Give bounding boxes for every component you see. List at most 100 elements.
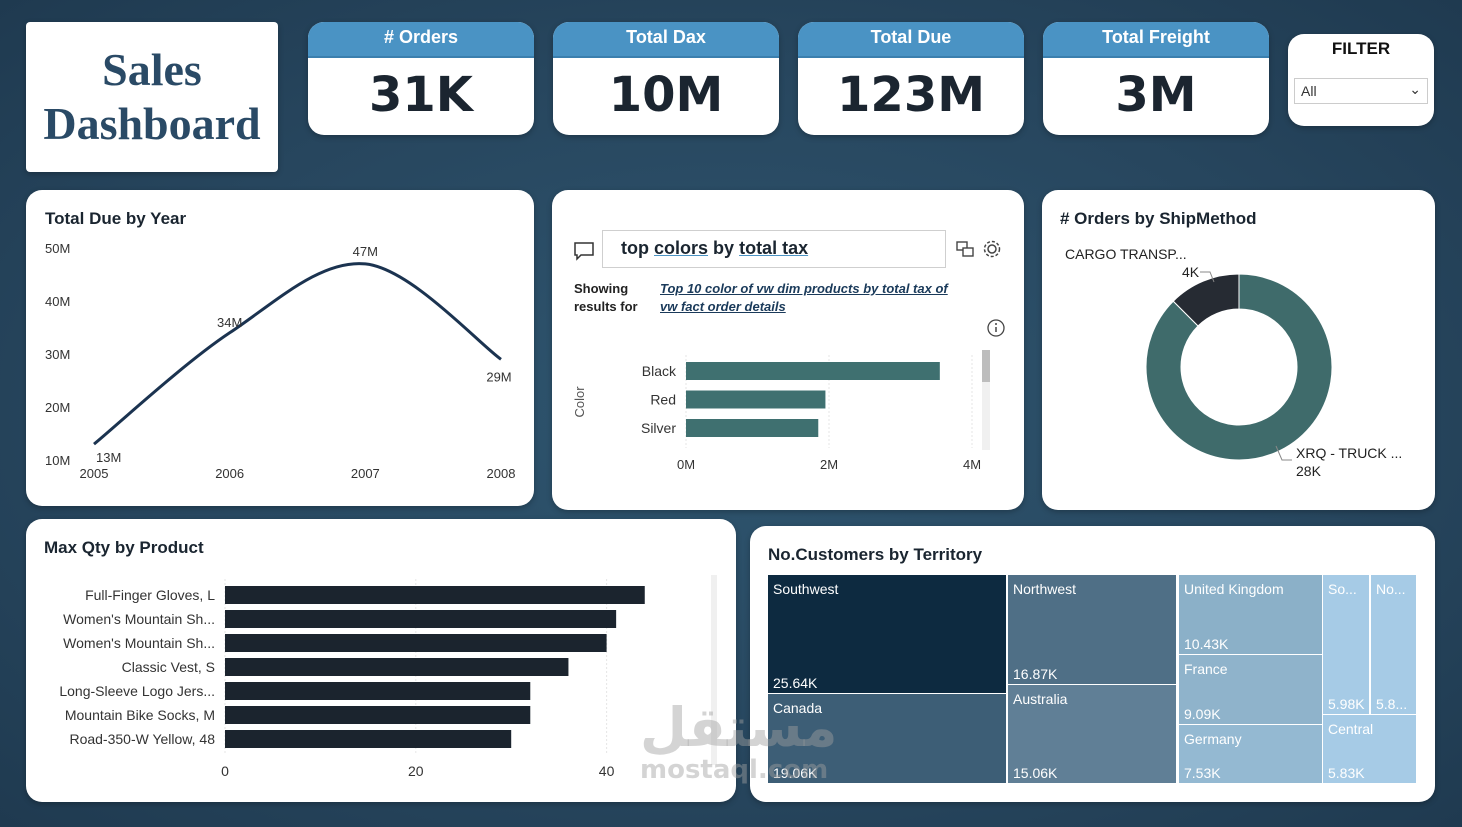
treemap-cell-name: No... — [1376, 581, 1406, 597]
bar[interactable] — [225, 658, 569, 676]
bar[interactable] — [686, 362, 940, 380]
bar[interactable] — [225, 706, 531, 724]
treemap-cell-name: So... — [1328, 581, 1357, 597]
treemap-cell-name: Southwest — [773, 581, 839, 597]
treemap-cell[interactable]: Northwest 16.87K — [1008, 575, 1176, 684]
category-label: Women's Mountain Sh... — [63, 635, 215, 651]
chevron-down-icon[interactable]: ⌄ — [1409, 81, 1421, 97]
qa-panel[interactable]: top colors by total tax Showing results … — [552, 190, 1024, 510]
orders-by-shipmethod-panel[interactable]: # Orders by ShipMethod CARGO TRANSP... 4K… — [1042, 190, 1435, 510]
total-due-by-year-title: Total Due by Year — [45, 209, 187, 228]
product-scrollbar-track[interactable] — [711, 575, 717, 765]
category-label: Long-Sleeve Logo Jers... — [59, 683, 215, 699]
treemap-cell-value: 7.53K — [1184, 765, 1221, 781]
x-tick-label: 0M — [677, 457, 695, 472]
comment-icon[interactable] — [573, 241, 595, 261]
treemap-cell[interactable]: Germany 7.53K — [1179, 725, 1322, 783]
x-tick-label: 2008 — [487, 466, 516, 481]
x-tick-label: 2005 — [80, 466, 109, 481]
kpi-total-freight-value: 3M — [1115, 67, 1197, 123]
qa-showing-link[interactable]: Top 10 color of vw dim products by total… — [660, 281, 948, 314]
y-tick-label: 30M — [45, 347, 70, 362]
qa-query-word-total-tax: total tax — [739, 238, 809, 258]
bar[interactable] — [225, 586, 645, 604]
bar[interactable] — [225, 682, 531, 700]
treemap-cell-name: Canada — [773, 700, 823, 716]
kpi-total-due-card[interactable]: Total Due 123M — [798, 22, 1024, 135]
gear-icon[interactable] — [982, 239, 1002, 259]
treemap-cell[interactable]: Southwest 25.64K — [768, 575, 1006, 693]
treemap-cell[interactable]: Central 5.83K — [1323, 715, 1416, 783]
max-qty-bar-chart: 0 20 40 Full-Finger Gloves, L Women's Mounta… — [59, 579, 645, 779]
treemap-cell-name: France — [1184, 661, 1228, 677]
territory-treemap: Southwest 25.64K Canada 19.06K Northwest 16.8… — [750, 526, 1435, 802]
category-label: Red — [650, 392, 676, 408]
y-tick-label: 50M — [45, 241, 70, 256]
kpi-total-dax-value: 10M — [608, 67, 724, 123]
donut-slice[interactable] — [1145, 273, 1333, 461]
data-label: 34M — [217, 315, 242, 330]
category-label: Silver — [641, 420, 676, 436]
filter-dropdown[interactable]: All ⌄ — [1294, 78, 1428, 104]
convert-visual-icon[interactable] — [955, 239, 975, 259]
total-due-by-year-panel[interactable]: Total Due by Year 10M 20M 30M 40M 50M 2005 200… — [26, 190, 534, 506]
treemap-cell[interactable]: Canada 19.06K — [768, 694, 1006, 783]
bar[interactable] — [225, 730, 512, 748]
watermark-latin: mostaql.com — [640, 755, 829, 785]
treemap-cell[interactable]: No... 5.8... — [1371, 575, 1416, 714]
kpi-orders-card[interactable]: # Orders 31K — [308, 22, 534, 135]
treemap-cell-value: 5.98K — [1328, 696, 1365, 712]
filter-selected-value: All — [1301, 83, 1317, 99]
treemap-cell-value: 10.43K — [1184, 636, 1229, 652]
treemap-cell[interactable]: France 9.09K — [1179, 655, 1322, 724]
slice-name-label: XRQ - TRUCK ... — [1296, 445, 1402, 461]
treemap-cell[interactable]: So... 5.98K — [1323, 575, 1369, 714]
qa-scrollbar-track[interactable] — [982, 350, 990, 450]
data-label: 13M — [96, 450, 121, 465]
slice-value-label: 4K — [1182, 264, 1200, 280]
kpi-total-freight-label: Total Freight — [1043, 22, 1269, 58]
qa-showing-label: Showing results for — [574, 281, 638, 314]
watermark-arabic: مستقل — [640, 696, 838, 759]
kpi-total-dax-card[interactable]: Total Dax 10M — [553, 22, 779, 135]
dashboard-title-card: Sales Dashboard — [26, 22, 278, 172]
bar[interactable] — [225, 610, 617, 628]
customers-by-territory-panel[interactable]: No.Customers by Territory Southwest 25.64… — [750, 526, 1435, 802]
slice-name-label: CARGO TRANSP... — [1065, 246, 1187, 262]
leader-line — [1200, 271, 1215, 283]
leader-line — [1275, 445, 1292, 461]
treemap-cell-value: 19.06K — [773, 765, 818, 781]
treemap-cell-name: United Kingdom — [1184, 581, 1284, 597]
info-icon[interactable] — [986, 318, 1006, 338]
treemap-cell-name: Australia — [1013, 691, 1068, 707]
series-line[interactable] — [93, 262, 502, 446]
category-label: Classic Vest, S — [122, 659, 215, 675]
kpi-total-freight-card[interactable]: Total Freight 3M — [1043, 22, 1269, 135]
bar[interactable] — [225, 634, 607, 652]
watermark-logo: مستقل mostaql.com — [640, 696, 838, 785]
qa-query-word-colors: colors — [654, 238, 709, 258]
max-qty-by-product-panel[interactable]: Max Qty by Product 0 20 40 Full-Finger Glov… — [26, 519, 736, 802]
treemap-cell[interactable]: United Kingdom 10.43K — [1179, 575, 1322, 654]
y-axis-label: Color — [572, 386, 587, 418]
y-tick-label: 20M — [45, 400, 70, 415]
qa-scrollbar-thumb[interactable] — [982, 350, 990, 382]
x-tick-label: 2M — [820, 457, 838, 472]
bar[interactable] — [686, 390, 826, 409]
qa-query-word-top: top — [621, 238, 649, 258]
x-tick-label: 0 — [221, 763, 229, 779]
qa-question-input[interactable]: top colors by total tax — [602, 230, 946, 268]
data-label: 29M — [486, 369, 511, 384]
x-tick-label: 40 — [599, 763, 615, 779]
kpi-total-dax-label: Total Dax — [553, 22, 779, 58]
bar[interactable] — [686, 419, 819, 437]
treemap-cell[interactable]: Australia 15.06K — [1008, 685, 1176, 783]
kpi-total-due-label: Total Due — [798, 22, 1024, 58]
filter-slicer: FILTER All ⌄ — [1288, 34, 1434, 126]
treemap-cell-value: 5.8... — [1376, 696, 1408, 712]
category-label: Road-350-W Yellow, 48 — [69, 731, 215, 747]
dashboard-title-line1: Sales — [102, 44, 202, 95]
shipmethod-donut-chart: CARGO TRANSP... 4K XRQ - TRUCK ... 28K — [1065, 246, 1402, 479]
orders-by-shipmethod-title: # Orders by ShipMethod — [1060, 209, 1257, 228]
x-tick-label: 2006 — [215, 466, 244, 481]
